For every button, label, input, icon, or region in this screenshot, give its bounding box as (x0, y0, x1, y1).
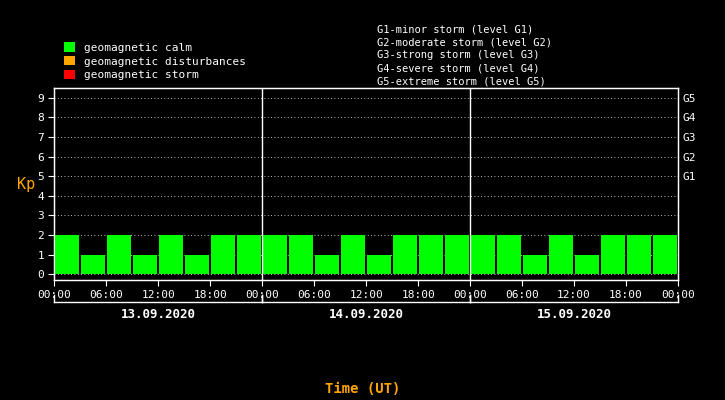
Bar (653, 235, 677, 274)
Bar (237, 235, 261, 274)
Bar (419, 235, 443, 274)
Bar (549, 235, 573, 274)
Y-axis label: Kp: Kp (17, 176, 36, 192)
Bar (445, 235, 469, 274)
Bar (133, 254, 157, 274)
Bar (315, 254, 339, 274)
Text: G1-minor storm (level G1)
G2-moderate storm (level G2)
G3-strong storm (level G3: G1-minor storm (level G1) G2-moderate st… (377, 25, 552, 86)
Legend: geomagnetic calm, geomagnetic disturbances, geomagnetic storm: geomagnetic calm, geomagnetic disturbanc… (60, 38, 251, 85)
Bar (393, 235, 417, 274)
Bar (81, 254, 105, 274)
Text: 13.09.2020: 13.09.2020 (121, 308, 196, 321)
Bar (367, 254, 391, 274)
Text: Time (UT): Time (UT) (325, 382, 400, 396)
Bar (107, 235, 131, 274)
Text: 14.09.2020: 14.09.2020 (328, 308, 404, 321)
Bar (289, 235, 313, 274)
Text: 15.09.2020: 15.09.2020 (536, 308, 611, 321)
Bar (211, 235, 235, 274)
Bar (627, 235, 651, 274)
Bar (55, 235, 79, 274)
Bar (341, 235, 365, 274)
Bar (523, 254, 547, 274)
Bar (186, 254, 210, 274)
Bar (601, 235, 625, 274)
Bar (160, 235, 183, 274)
Bar (575, 254, 599, 274)
Bar (471, 235, 495, 274)
Bar (263, 235, 287, 274)
Bar (497, 235, 521, 274)
